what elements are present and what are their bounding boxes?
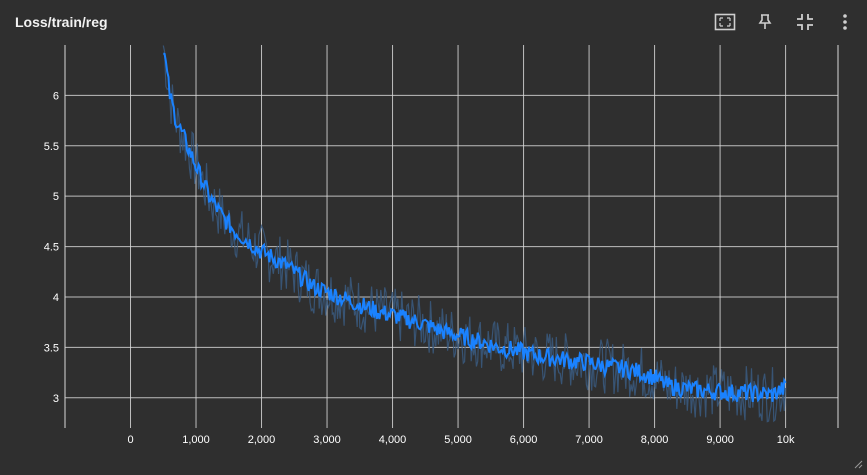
y-tick-label: 5 bbox=[53, 191, 59, 203]
y-tick-label: 3.5 bbox=[44, 342, 59, 354]
x-tick-label: 5,000 bbox=[444, 434, 472, 446]
x-tick-label: 0 bbox=[127, 434, 133, 446]
fit-domain-button[interactable] bbox=[713, 10, 737, 34]
y-tick-label: 3 bbox=[53, 393, 59, 405]
pin-icon bbox=[758, 14, 772, 29]
resize-handle[interactable] bbox=[853, 456, 863, 469]
x-tick-label: 6,000 bbox=[510, 434, 538, 446]
x-tick-labels: 0 1,000 2,000 3,000 4,000 5,000 6,000 7,000 8,00… bbox=[127, 434, 795, 446]
pin-button[interactable] bbox=[753, 10, 777, 34]
fit-domain-icon bbox=[714, 13, 736, 31]
card-title: Loss/train/reg bbox=[15, 14, 108, 30]
y-tick-label: 5.5 bbox=[44, 141, 59, 153]
x-tick-label: 2,000 bbox=[248, 434, 276, 446]
more-options-button[interactable] bbox=[833, 10, 857, 34]
x-tick-label: 4,000 bbox=[379, 434, 407, 446]
x-tick-label: 9,000 bbox=[706, 434, 734, 446]
x-tick-label: 8,000 bbox=[641, 434, 669, 446]
smoothed-series-layer bbox=[163, 52, 787, 403]
collapse-button[interactable] bbox=[793, 10, 817, 34]
y-tick-label: 4.5 bbox=[44, 242, 59, 254]
smoothed-series-line bbox=[163, 52, 787, 403]
raw-series-layer bbox=[162, 45, 787, 423]
x-tick-label: 10k bbox=[777, 434, 795, 446]
y-tick-labels: 3 3.5 4 4.5 5 5.5 6 bbox=[44, 90, 59, 404]
card-toolbar bbox=[697, 10, 857, 34]
more-vert-icon bbox=[843, 14, 847, 30]
y-tick-label: 4 bbox=[53, 292, 59, 304]
resize-grip-icon bbox=[854, 460, 863, 469]
x-tick-label: 3,000 bbox=[313, 434, 341, 446]
y-tick-label: 6 bbox=[53, 90, 59, 102]
x-tick-label: 1,000 bbox=[182, 434, 210, 446]
x-tick-label: 7,000 bbox=[575, 434, 603, 446]
raw-series-line bbox=[162, 45, 787, 423]
collapse-icon bbox=[797, 14, 813, 30]
